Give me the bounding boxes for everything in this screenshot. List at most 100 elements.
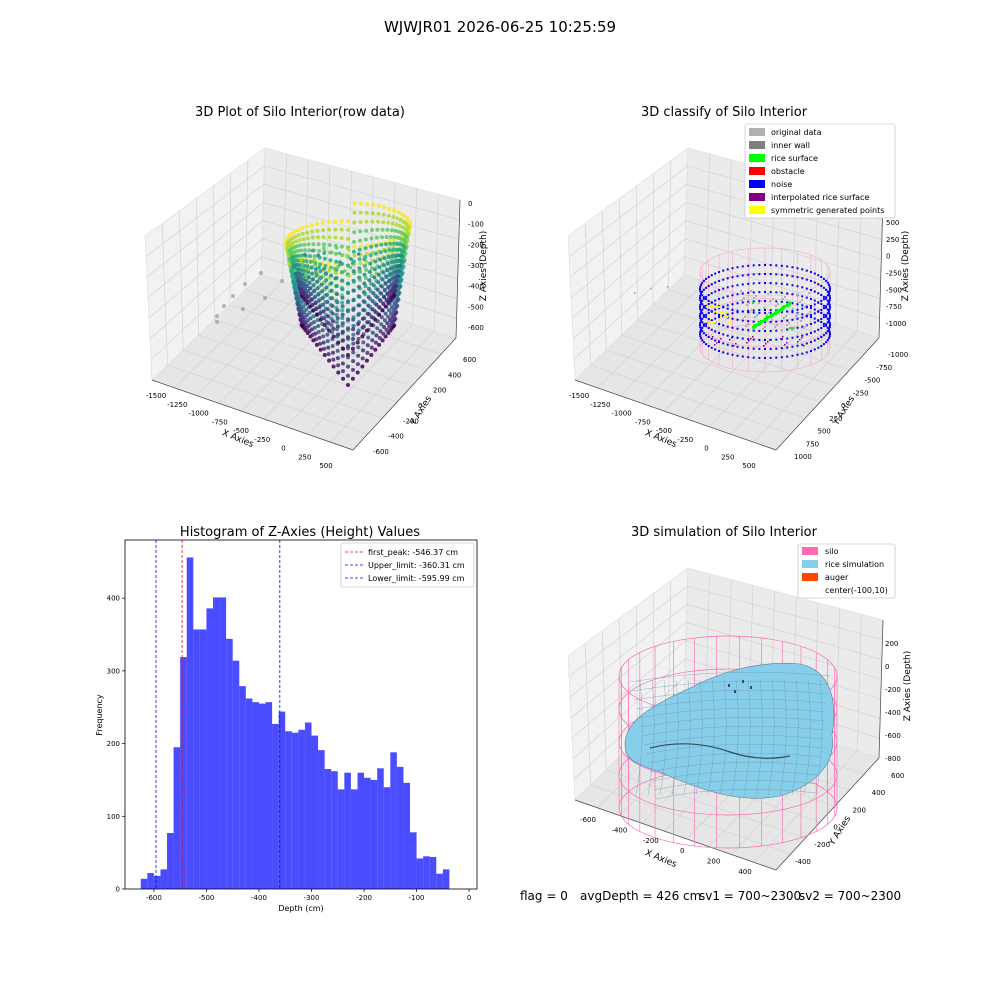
- raw-point: [311, 259, 316, 264]
- noise-point: [796, 267, 799, 270]
- raw-point: [333, 227, 338, 232]
- raw-point: [358, 201, 363, 206]
- raw-point: [305, 289, 310, 294]
- raw-point: [340, 295, 345, 300]
- noise-point: [822, 343, 825, 346]
- raw-point: [396, 210, 401, 215]
- grid-line: [572, 238, 686, 340]
- raw-point: [290, 236, 295, 241]
- raw-point: [348, 265, 353, 270]
- raw-point: [336, 264, 340, 269]
- raw-point: [396, 274, 401, 278]
- raw-point: [387, 308, 391, 313]
- raw-point: [392, 302, 397, 307]
- raw-point: [316, 242, 321, 247]
- noise-point: [741, 301, 744, 304]
- z-tick-label: -300: [468, 262, 484, 270]
- raw-point: [310, 235, 315, 240]
- noise-point: [714, 272, 717, 275]
- histogram-bar: [390, 752, 397, 889]
- histogram-bar: [193, 629, 200, 889]
- noise-point: [796, 326, 799, 329]
- noise-point: [775, 329, 778, 332]
- noise-point: [741, 319, 744, 322]
- noise-point: [780, 356, 783, 359]
- raw-point: [334, 246, 339, 250]
- z-axis-label-simulation: Z Axies (Depth): [903, 651, 913, 722]
- raw-point: [355, 331, 360, 336]
- x-tick-label: -600: [580, 816, 596, 824]
- noise-point: [726, 268, 729, 271]
- noise-point: [809, 340, 812, 343]
- noise-point: [731, 317, 734, 320]
- raw-point: [308, 254, 312, 259]
- raw-point: [298, 243, 303, 248]
- noise-point: [726, 325, 729, 328]
- legend-swatch: [749, 141, 765, 149]
- original-data-point: [634, 292, 636, 294]
- noise-point: [710, 337, 713, 340]
- x-axis-label-histogram: Depth (cm): [278, 904, 323, 913]
- raw-point: [316, 298, 321, 303]
- noise-point: [699, 321, 702, 324]
- grid-line: [668, 580, 672, 711]
- noise-point: [705, 304, 708, 307]
- raw-point: [311, 242, 316, 247]
- original-data-point: [805, 325, 807, 327]
- noise-point: [786, 265, 789, 268]
- noise-point: [702, 297, 705, 300]
- raw-point: [369, 244, 374, 249]
- raw-point: [374, 235, 379, 240]
- noise-point: [736, 311, 739, 314]
- raw-point: [326, 220, 331, 225]
- noise-point: [714, 330, 717, 333]
- histogram-reference-lines: [155, 540, 281, 889]
- noise-point: [822, 304, 825, 307]
- raw-point: [340, 354, 345, 358]
- mesh-line: [791, 679, 799, 796]
- legend-label: Upper_limit: -360.31 cm: [368, 561, 465, 570]
- y-tick-label: 400: [448, 371, 461, 379]
- raw-point: [346, 383, 350, 387]
- raw-point: [308, 334, 313, 339]
- grid-line: [686, 309, 793, 420]
- raw-point: [321, 340, 326, 345]
- raw-point: [292, 230, 297, 234]
- noise-point: [809, 307, 812, 310]
- raw-point: [305, 236, 310, 241]
- raw-point: [389, 228, 394, 233]
- noise-point: [828, 303, 831, 306]
- noise-point: [829, 306, 831, 308]
- x-axis-line: [574, 799, 777, 871]
- raw-point: [325, 292, 329, 297]
- noise-point: [825, 297, 828, 300]
- raw-point: [364, 252, 369, 256]
- noise-point: [705, 295, 708, 298]
- y-axis-line: [775, 337, 880, 451]
- grid-line: [835, 608, 840, 745]
- raw-point: [296, 306, 301, 311]
- rice-surface-point: [766, 316, 768, 318]
- interpolated-point: [731, 337, 733, 339]
- raw-point: [364, 219, 369, 224]
- noise-point: [736, 284, 739, 287]
- auger-mark: [728, 684, 730, 687]
- x-tick-label: 500: [319, 462, 332, 470]
- raw-point: [360, 325, 365, 330]
- noise-point: [809, 322, 812, 325]
- noise-point: [828, 310, 831, 313]
- noise-point: [791, 345, 794, 348]
- raw-point: [322, 256, 327, 261]
- noise-point: [731, 312, 734, 315]
- raw-point: [382, 205, 387, 210]
- noise-point: [817, 283, 820, 286]
- noise-point: [764, 273, 766, 275]
- raw-point: [299, 248, 304, 253]
- grid-line: [434, 194, 439, 332]
- raw-point: [341, 369, 345, 374]
- histogram-bar: [245, 698, 253, 889]
- tick-labels-simulation: -600 -400 -200 0 200 400 -400 -200 0 200 400 600 200…: [580, 640, 904, 876]
- z-tick-label: -500: [886, 286, 902, 294]
- raw-point: [352, 244, 357, 249]
- noise-point: [828, 290, 831, 293]
